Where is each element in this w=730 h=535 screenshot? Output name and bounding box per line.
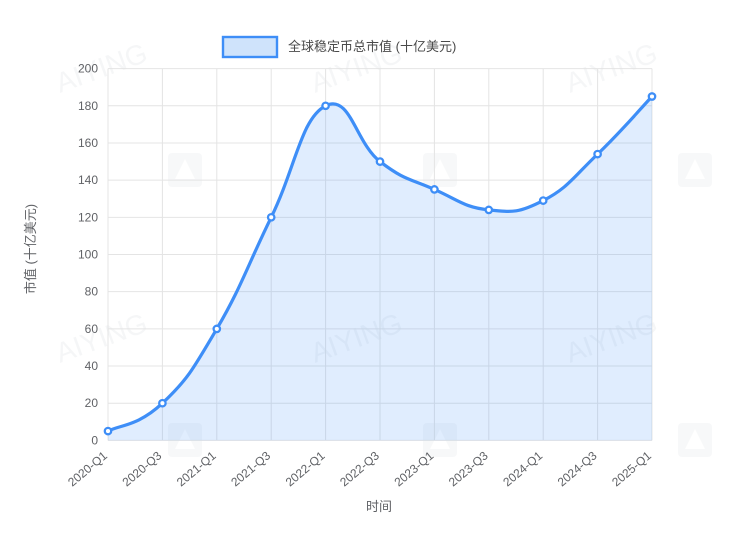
svg-text:全球稳定币总市值 (十亿美元): 全球稳定币总市值 (十亿美元) — [288, 39, 456, 54]
svg-text:140: 140 — [78, 173, 98, 187]
svg-text:60: 60 — [85, 322, 99, 336]
svg-text:180: 180 — [78, 99, 98, 113]
svg-text:120: 120 — [78, 210, 98, 224]
svg-text:0: 0 — [91, 433, 98, 447]
svg-text:40: 40 — [85, 359, 99, 373]
svg-text:200: 200 — [78, 62, 98, 76]
svg-text:20: 20 — [85, 396, 99, 410]
svg-text:160: 160 — [78, 136, 98, 150]
svg-text:100: 100 — [78, 248, 98, 262]
svg-text:市值 (十亿美元): 市值 (十亿美元) — [23, 204, 38, 294]
svg-text:时间: 时间 — [366, 499, 392, 514]
svg-text:80: 80 — [85, 285, 99, 299]
